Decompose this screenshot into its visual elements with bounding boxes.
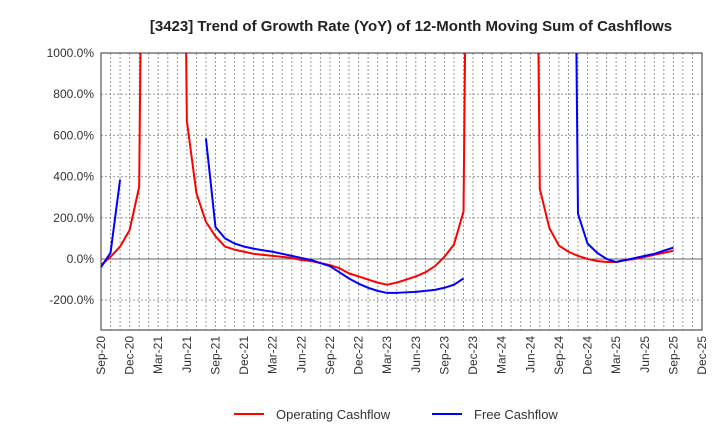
x-tick-label: Mar-22 [266,336,280,374]
x-tick-label: Dec-24 [581,336,595,375]
x-axis: Sep-20 Dec-20 Mar-21 Jun-21 Sep-21 Dec-21 Mar-… [94,336,709,375]
x-tick-label: Mar-24 [495,336,509,374]
x-tick-label: Sep-22 [323,336,337,375]
x-tick-label: Sep-24 [552,336,566,375]
x-tick-label: Sep-20 [94,336,108,375]
y-tick-label: -200.0% [49,293,94,307]
legend-label-operating-cashflow: Operating Cashflow [276,407,391,422]
grid [101,52,702,330]
x-tick-label: Mar-25 [609,336,623,374]
y-tick-label: 600.0% [53,128,94,142]
x-tick-label: Dec-21 [237,336,251,375]
series-lines [101,53,674,294]
x-tick-label: Dec-22 [352,336,366,375]
series-line-free-cashflow [101,179,122,268]
x-tick-label: Jun-25 [638,336,652,373]
x-tick-label: Sep-25 [666,336,680,375]
x-tick-label: Dec-20 [123,336,137,375]
plot-frame [100,52,703,331]
y-tick-label: 200.0% [53,211,94,225]
chart-title: [3423] Trend of Growth Rate (YoY) of 12-… [150,18,672,35]
x-tick-label: Dec-25 [695,336,709,375]
y-tick-label: 0.0% [67,252,95,266]
x-tick-label: Jun-21 [180,336,194,373]
series-line-free-cashflow [575,53,674,264]
legend: Operating Cashflow Free Cashflow [234,407,558,422]
x-tick-label: Jun-22 [294,336,308,373]
series-line-operating-cashflow [101,53,674,286]
x-tick-label: Mar-23 [380,336,394,374]
y-tick-label: 400.0% [53,170,94,184]
y-tick-label: 800.0% [53,87,94,101]
x-tick-label: Sep-23 [437,336,451,375]
x-tick-label: Mar-21 [151,336,165,374]
x-tick-label: Sep-21 [208,336,222,375]
x-tick-label: Jun-24 [523,336,537,373]
legend-label-free-cashflow: Free Cashflow [474,407,558,422]
x-tick-label: Jun-23 [409,336,423,373]
y-tick-label: 1000.0% [47,46,95,60]
y-axis: 1000.0% 800.0% 600.0% 400.0% 200.0% 0.0% -200.… [47,46,95,307]
x-tick-label: Dec-23 [466,336,480,375]
series-line-free-cashflow [204,138,465,294]
